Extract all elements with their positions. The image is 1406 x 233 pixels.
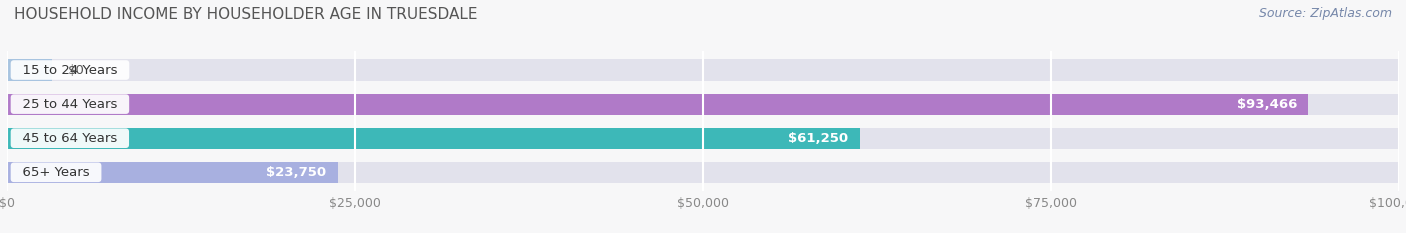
- Bar: [7, 59, 1399, 81]
- Text: 15 to 24 Years: 15 to 24 Years: [14, 64, 127, 76]
- Text: $61,250: $61,250: [789, 132, 848, 145]
- Text: $23,750: $23,750: [266, 166, 326, 179]
- Bar: [7, 93, 1308, 115]
- Bar: [7, 128, 859, 149]
- Text: 25 to 44 Years: 25 to 44 Years: [14, 98, 127, 111]
- Text: Source: ZipAtlas.com: Source: ZipAtlas.com: [1258, 7, 1392, 20]
- Text: $93,466: $93,466: [1236, 98, 1296, 111]
- Bar: [7, 162, 1399, 183]
- Text: HOUSEHOLD INCOME BY HOUSEHOLDER AGE IN TRUESDALE: HOUSEHOLD INCOME BY HOUSEHOLDER AGE IN T…: [14, 7, 478, 22]
- Text: 65+ Years: 65+ Years: [14, 166, 98, 179]
- Bar: [7, 162, 337, 183]
- Bar: [7, 93, 1399, 115]
- Text: 45 to 64 Years: 45 to 64 Years: [14, 132, 125, 145]
- Bar: [7, 128, 1399, 149]
- Bar: [7, 59, 52, 81]
- Text: $0: $0: [69, 64, 86, 76]
